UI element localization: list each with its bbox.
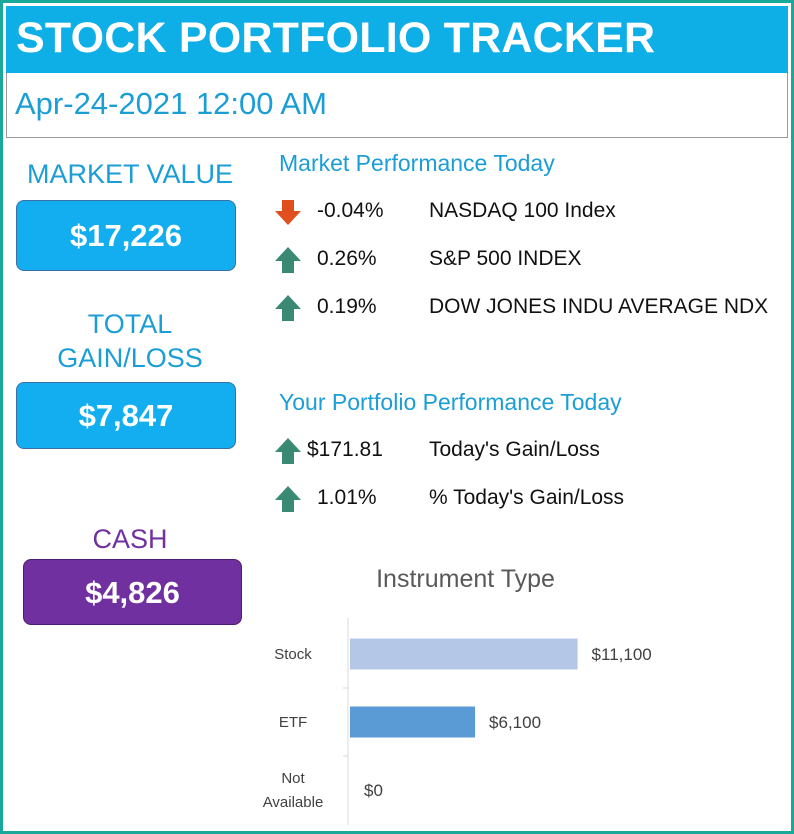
- arrow-up-icon: [275, 486, 301, 512]
- market-change-value: 0.26%: [317, 247, 377, 270]
- portfolio-change-value: 1.01%: [317, 486, 377, 509]
- arrow-up-icon: [275, 295, 301, 321]
- title-bar: STOCK PORTFOLIO TRACKER: [6, 6, 788, 73]
- market-value-box: $17,226: [16, 200, 236, 271]
- total-gain-loss-box: $7,847: [16, 382, 236, 449]
- chart-title: Instrument Type: [376, 565, 555, 593]
- chart-bar: [350, 638, 578, 670]
- arrow-up-icon: [275, 438, 301, 464]
- cash-box: $4,826: [23, 559, 242, 625]
- date-bar: Apr-24-2021 12:00 AM: [6, 73, 788, 138]
- market-change-value: -0.04%: [317, 199, 384, 222]
- portfolio-change-value: $171.81: [307, 438, 383, 461]
- total-gain-loss-label: TOTAL GAIN/LOSS: [57, 309, 203, 373]
- market-performance-title: Market Performance Today: [279, 150, 555, 176]
- arrow-down-icon: [275, 200, 301, 225]
- chart-data-label: $11,100: [592, 645, 652, 664]
- market-value-amount: $17,226: [69, 218, 183, 253]
- report-datetime: Apr-24-2021 12:00 AM: [15, 86, 327, 121]
- portfolio-metric-name: % Today's Gain/Loss: [429, 486, 625, 509]
- chart-category-label: Not Available: [263, 770, 324, 811]
- cash-label: CASH: [92, 524, 168, 554]
- market-index-name: DOW JONES INDU AVERAGE NDX: [429, 295, 769, 318]
- market-change-value: 0.19%: [317, 295, 377, 318]
- chart-data-label: $6,100: [489, 713, 541, 732]
- instrument-type-chart: Stock $11,100 ETF $6,100 Not Available $0: [263, 618, 652, 825]
- page-title: STOCK PORTFOLIO TRACKER: [16, 14, 656, 62]
- chart-category-label: ETF: [279, 714, 307, 731]
- market-value-label: MARKET VALUE: [26, 159, 234, 189]
- portfolio-performance-title: Your Portfolio Performance Today: [279, 389, 622, 415]
- chart-bar: [350, 706, 476, 738]
- total-gain-loss-amount: $7,847: [78, 398, 174, 433]
- arrow-up-icon: [275, 247, 301, 273]
- chart-data-label: $0: [364, 781, 383, 800]
- market-index-name: S&P 500 INDEX: [429, 247, 582, 270]
- portfolio-metric-name: Today's Gain/Loss: [429, 438, 600, 461]
- chart-category-label: Stock: [274, 646, 312, 663]
- market-index-name: NASDAQ 100 Index: [429, 199, 616, 222]
- cash-amount: $4,826: [85, 575, 180, 610]
